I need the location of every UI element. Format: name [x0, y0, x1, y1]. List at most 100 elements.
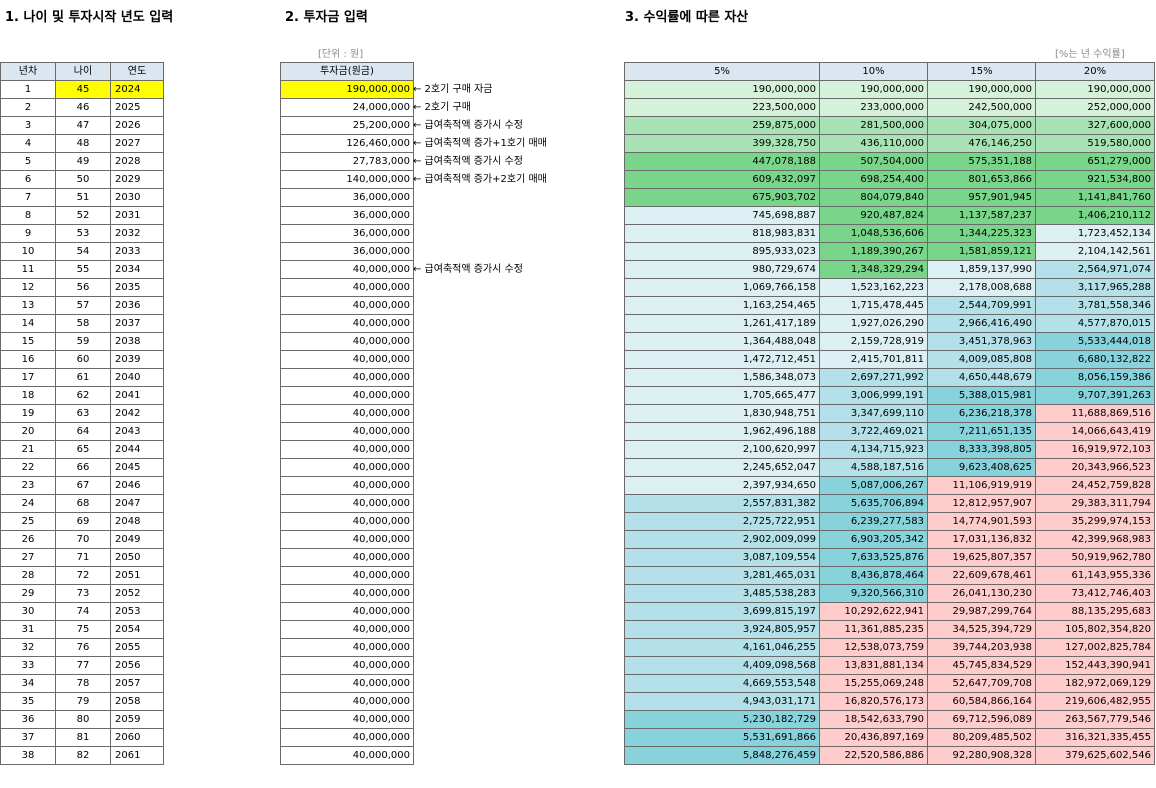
asset-value-cell[interactable]: 1,472,712,451	[624, 350, 820, 369]
asset-value-cell[interactable]: 2,564,971,074	[1035, 260, 1155, 279]
investment-cell[interactable]: 40,000,000	[280, 638, 414, 657]
asset-value-cell[interactable]: 223,500,000	[624, 98, 820, 117]
asset-value-cell[interactable]: 2,104,142,561	[1035, 242, 1155, 261]
investment-cell[interactable]: 40,000,000	[280, 476, 414, 495]
age-cell[interactable]: 73	[55, 584, 111, 603]
investment-cell[interactable]: 40,000,000	[280, 512, 414, 531]
year-index-cell[interactable]: 21	[0, 440, 56, 459]
year-index-cell[interactable]: 5	[0, 152, 56, 171]
year-index-cell[interactable]: 6	[0, 170, 56, 189]
asset-value-cell[interactable]: 651,279,000	[1035, 152, 1155, 171]
asset-value-cell[interactable]: 1,261,417,189	[624, 314, 820, 333]
asset-value-cell[interactable]: 1,069,766,158	[624, 278, 820, 297]
asset-value-cell[interactable]: 233,000,000	[819, 98, 928, 117]
asset-value-cell[interactable]: 9,707,391,263	[1035, 386, 1155, 405]
year-cell[interactable]: 2054	[110, 620, 164, 639]
age-cell[interactable]: 49	[55, 152, 111, 171]
year-cell[interactable]: 2034	[110, 260, 164, 279]
year-cell[interactable]: 2041	[110, 386, 164, 405]
asset-value-cell[interactable]: 1,927,026,290	[819, 314, 928, 333]
asset-value-cell[interactable]: 6,903,205,342	[819, 530, 928, 549]
investment-cell[interactable]: 36,000,000	[280, 242, 414, 261]
asset-value-cell[interactable]: 4,650,448,679	[927, 368, 1036, 387]
age-cell[interactable]: 69	[55, 512, 111, 531]
asset-value-cell[interactable]: 3,347,699,110	[819, 404, 928, 423]
year-cell[interactable]: 2039	[110, 350, 164, 369]
investment-cell[interactable]: 40,000,000	[280, 314, 414, 333]
age-cell[interactable]: 47	[55, 116, 111, 135]
asset-value-cell[interactable]: 3,451,378,963	[927, 332, 1036, 351]
age-cell[interactable]: 72	[55, 566, 111, 585]
age-cell[interactable]: 45	[55, 80, 111, 99]
asset-value-cell[interactable]: 1,715,478,445	[819, 296, 928, 315]
asset-value-cell[interactable]: 6,680,132,822	[1035, 350, 1155, 369]
year-index-cell[interactable]: 33	[0, 656, 56, 675]
asset-value-cell[interactable]: 42,399,968,983	[1035, 530, 1155, 549]
asset-value-cell[interactable]: 4,134,715,923	[819, 440, 928, 459]
investment-cell[interactable]: 40,000,000	[280, 548, 414, 567]
year-cell[interactable]: 2030	[110, 188, 164, 207]
age-cell[interactable]: 64	[55, 422, 111, 441]
year-index-cell[interactable]: 1	[0, 80, 56, 99]
asset-value-cell[interactable]: 4,943,031,171	[624, 692, 820, 711]
asset-value-cell[interactable]: 6,239,277,583	[819, 512, 928, 531]
asset-value-cell[interactable]: 1,137,587,237	[927, 206, 1036, 225]
investment-cell[interactable]: 40,000,000	[280, 566, 414, 585]
asset-value-cell[interactable]: 92,280,908,328	[927, 746, 1036, 765]
age-cell[interactable]: 51	[55, 188, 111, 207]
age-cell[interactable]: 66	[55, 458, 111, 477]
investment-cell[interactable]: 24,000,000	[280, 98, 414, 117]
year-cell[interactable]: 2052	[110, 584, 164, 603]
investment-cell[interactable]: 40,000,000	[280, 332, 414, 351]
asset-value-cell[interactable]: 2,544,709,991	[927, 296, 1036, 315]
asset-value-cell[interactable]: 1,830,948,751	[624, 404, 820, 423]
year-cell[interactable]: 2046	[110, 476, 164, 495]
asset-value-cell[interactable]: 20,436,897,169	[819, 728, 928, 747]
asset-value-cell[interactable]: 12,812,957,907	[927, 494, 1036, 513]
asset-value-cell[interactable]: 14,774,901,593	[927, 512, 1036, 531]
investment-cell[interactable]: 40,000,000	[280, 278, 414, 297]
year-index-cell[interactable]: 37	[0, 728, 56, 747]
investment-cell[interactable]: 40,000,000	[280, 404, 414, 423]
investment-cell[interactable]: 36,000,000	[280, 206, 414, 225]
asset-value-cell[interactable]: 957,901,945	[927, 188, 1036, 207]
investment-cell[interactable]: 40,000,000	[280, 746, 414, 765]
year-cell[interactable]: 2058	[110, 692, 164, 711]
asset-value-cell[interactable]: 24,452,759,828	[1035, 476, 1155, 495]
asset-value-cell[interactable]: 2,725,722,951	[624, 512, 820, 531]
asset-value-cell[interactable]: 29,383,311,794	[1035, 494, 1155, 513]
investment-cell[interactable]: 36,000,000	[280, 188, 414, 207]
age-cell[interactable]: 80	[55, 710, 111, 729]
year-index-cell[interactable]: 17	[0, 368, 56, 387]
asset-value-cell[interactable]: 39,744,203,938	[927, 638, 1036, 657]
year-index-cell[interactable]: 30	[0, 602, 56, 621]
age-cell[interactable]: 67	[55, 476, 111, 495]
year-cell[interactable]: 2045	[110, 458, 164, 477]
year-cell[interactable]: 2032	[110, 224, 164, 243]
investment-cell[interactable]: 40,000,000	[280, 692, 414, 711]
age-cell[interactable]: 60	[55, 350, 111, 369]
investment-cell[interactable]: 27,783,000	[280, 152, 414, 171]
asset-value-cell[interactable]: 190,000,000	[819, 80, 928, 99]
asset-value-cell[interactable]: 4,669,553,548	[624, 674, 820, 693]
asset-value-cell[interactable]: 22,520,586,886	[819, 746, 928, 765]
year-index-cell[interactable]: 34	[0, 674, 56, 693]
asset-value-cell[interactable]: 2,415,701,811	[819, 350, 928, 369]
year-index-cell[interactable]: 19	[0, 404, 56, 423]
asset-value-cell[interactable]: 5,848,276,459	[624, 746, 820, 765]
year-cell[interactable]: 2053	[110, 602, 164, 621]
age-cell[interactable]: 52	[55, 206, 111, 225]
asset-value-cell[interactable]: 26,041,130,230	[927, 584, 1036, 603]
investment-cell[interactable]: 40,000,000	[280, 602, 414, 621]
age-cell[interactable]: 59	[55, 332, 111, 351]
year-cell[interactable]: 2040	[110, 368, 164, 387]
year-cell[interactable]: 2035	[110, 278, 164, 297]
asset-value-cell[interactable]: 190,000,000	[1035, 80, 1155, 99]
year-cell[interactable]: 2043	[110, 422, 164, 441]
asset-value-cell[interactable]: 7,633,525,876	[819, 548, 928, 567]
investment-cell[interactable]: 40,000,000	[280, 368, 414, 387]
asset-value-cell[interactable]: 69,712,596,089	[927, 710, 1036, 729]
asset-value-cell[interactable]: 1,364,488,048	[624, 332, 820, 351]
asset-value-cell[interactable]: 3,281,465,031	[624, 566, 820, 585]
investment-cell[interactable]: 40,000,000	[280, 674, 414, 693]
